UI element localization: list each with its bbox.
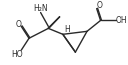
- Text: H₂N: H₂N: [33, 4, 48, 13]
- Text: HO: HO: [12, 50, 23, 59]
- Text: H: H: [64, 25, 70, 34]
- Polygon shape: [48, 17, 60, 29]
- Text: O: O: [97, 1, 103, 10]
- Text: OH: OH: [116, 16, 128, 25]
- Text: O: O: [15, 20, 21, 29]
